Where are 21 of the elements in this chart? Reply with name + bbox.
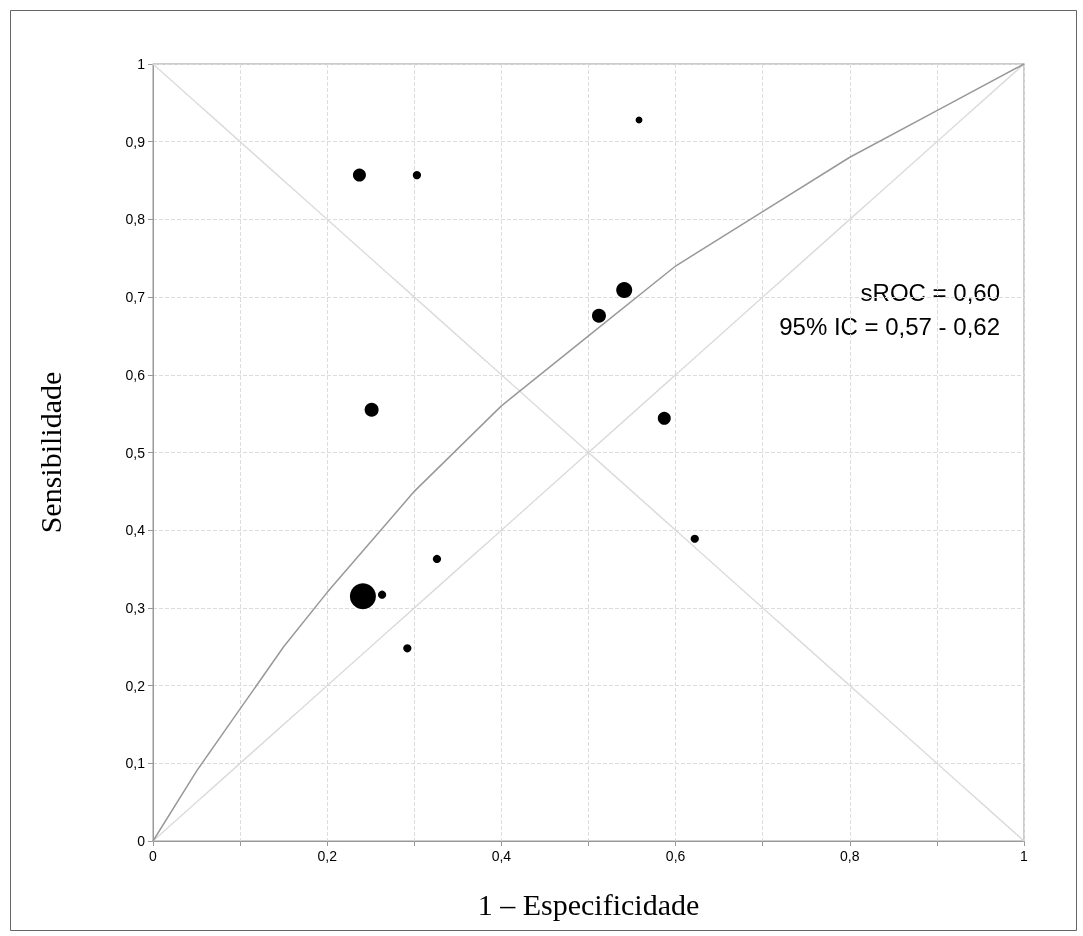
y-axis-title: Sensibilidade (33, 371, 67, 534)
y-tick-label: 0,6 (125, 366, 146, 383)
y-tick-label: 0,5 (125, 444, 146, 461)
y-tick-label: 0 (137, 833, 146, 849)
x-tick-label: 0,6 (665, 848, 686, 864)
x-tick-label: 0 (149, 848, 158, 864)
y-tick-label: 0,8 (125, 211, 146, 228)
y-tick-label: 0,9 (125, 133, 146, 150)
x-tick-label: 1 (1020, 848, 1029, 864)
y-tick-label: 0,1 (125, 755, 146, 772)
y-tick-label: 0,2 (125, 677, 146, 694)
x-axis-title: 1 – Especificidade (477, 887, 700, 921)
y-tick-label: 0,7 (125, 289, 146, 306)
annotation: sROC = 0,60 (860, 278, 1000, 306)
y-tick-label: 0,3 (125, 599, 146, 616)
x-tick-label: 0,2 (317, 848, 338, 864)
x-tick-label: 0,4 (491, 848, 512, 864)
x-tick-label: 0,8 (840, 848, 860, 864)
y-tick-label: 0,4 (125, 522, 146, 539)
annotation: 95% IC = 0,57 - 0,62 (779, 312, 1000, 340)
y-tick-label: 1 (137, 56, 146, 72)
